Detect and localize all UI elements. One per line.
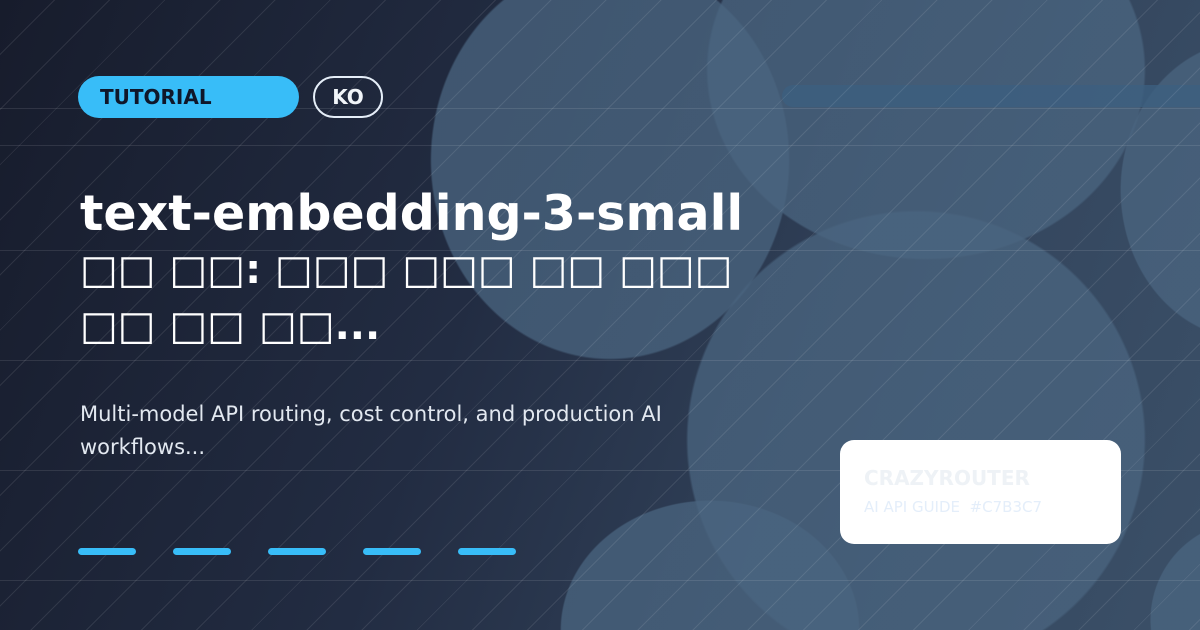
decor-bar xyxy=(782,85,1200,107)
brand-card: CRAZYROUTER AI API GUIDE #C7B3C7 xyxy=(840,440,1121,544)
grid-line xyxy=(0,250,1200,251)
page-title: text-embedding-3-small □□ □□: □□□ □□□ □□… xyxy=(80,186,820,354)
brand-tagline: AI API GUIDE #C7B3C7 xyxy=(864,498,1097,516)
decor-dash xyxy=(268,548,326,555)
grid-line xyxy=(0,580,1200,581)
decor-dash xyxy=(363,548,421,555)
decor-dash xyxy=(173,548,231,555)
decor-dash xyxy=(458,548,516,555)
grid-line xyxy=(0,108,1200,109)
category-badge: TUTORIAL xyxy=(78,76,299,118)
grid-line xyxy=(0,360,1200,361)
brand-name: CRAZYROUTER xyxy=(864,466,1030,490)
decor-dash xyxy=(78,548,136,555)
grid-line xyxy=(0,145,1200,146)
subtitle: Multi-model API routing, cost control, a… xyxy=(80,402,662,459)
title-line: text-embedding-3-small xyxy=(80,185,744,242)
title-line: □□ □□: □□□ □□□ □□ □□□ xyxy=(80,247,733,293)
language-badge: KO xyxy=(313,76,383,118)
tagline-text: AI API GUIDE xyxy=(864,498,961,516)
title-line: □□ □□ □□... xyxy=(80,303,381,349)
color-code: #C7B3C7 xyxy=(969,498,1042,516)
grid-line xyxy=(0,470,1200,471)
